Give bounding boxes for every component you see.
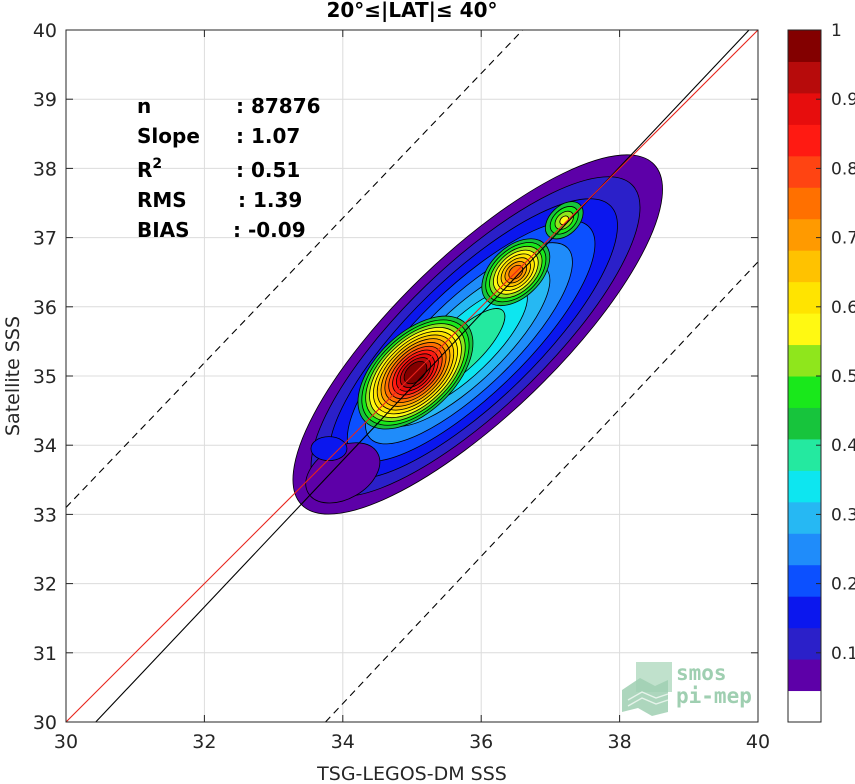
colorbar-segment (788, 627, 821, 660)
stat-value: : 1.39 (238, 188, 302, 212)
colorbar-segment (788, 690, 821, 723)
y-tick-label: 32 (33, 574, 57, 596)
colorbar-segment (788, 124, 821, 157)
smos-pi-mep-logo: smos pi-mep (622, 661, 752, 716)
colorbar-segment (788, 564, 821, 597)
x-tick-label: 36 (469, 731, 493, 753)
colorbar-tick-label: 0.7 (831, 229, 855, 249)
colorbar-segment (788, 596, 821, 629)
x-axis-label: TSG-LEGOS-DM SSS (316, 763, 507, 784)
reference-line-regression (66, 30, 758, 722)
colorbar-segment (788, 155, 821, 188)
colorbar-segment (788, 30, 821, 62)
y-tick-label: 34 (33, 435, 57, 457)
colorbar-segment (788, 659, 821, 692)
colorbar-segment (788, 92, 821, 125)
colorbar-segment (788, 218, 821, 251)
colorbar-segment (788, 344, 821, 377)
y-axis-label: Satellite SSS (2, 316, 24, 436)
colorbar-segment (788, 313, 821, 346)
colorbar-segment (788, 470, 821, 503)
reference-line-lower (325, 261, 758, 722)
reference-line-upper (66, 30, 524, 508)
stat-label: Slope (137, 124, 200, 148)
x-tick-label: 34 (331, 731, 355, 753)
colorbar-segment (788, 533, 821, 566)
chart-title: 20°≤|LAT|≤ 40° (326, 0, 497, 22)
colorbar-segment (788, 438, 821, 471)
y-tick-label: 33 (33, 504, 57, 526)
logo-line1: smos (676, 661, 727, 685)
y-tick-label: 35 (33, 366, 57, 388)
stat-label: RMS (137, 188, 187, 212)
y-tick-label: 30 (33, 712, 57, 734)
y-tick-label: 38 (33, 158, 57, 180)
colorbar-tick-label: 0.9 (831, 90, 855, 110)
stat-value: : 0.51 (236, 158, 300, 182)
stat-superscript: 2 (152, 156, 162, 172)
x-tick-label: 38 (608, 731, 632, 753)
reference-line-identity (95, 30, 750, 722)
stat-label: BIAS (137, 218, 190, 242)
y-tick-label: 40 (33, 20, 57, 42)
colorbar-segment (788, 407, 821, 440)
colorbar-tick-label: 0.3 (831, 505, 855, 525)
x-axis: 30 32 34 36 38 40 (54, 30, 770, 753)
colorbar-segment (788, 376, 821, 408)
x-tick-label: 32 (192, 731, 216, 753)
colorbar-tick-label: 0.6 (831, 298, 855, 318)
colorbar-tick-label: 0.1 (831, 644, 855, 664)
colorbar-tick-label: 0.4 (831, 436, 855, 456)
stat-label: n (137, 94, 151, 118)
stat-value: : -0.09 (233, 218, 306, 242)
y-tick-label: 37 (33, 228, 57, 250)
colorbar-tick-label: 1 (831, 21, 842, 41)
colorbar: 0.1 0.2 0.3 0.4 0.5 0.6 0.7 0.8 0.9 1 (787, 21, 855, 723)
colorbar-tick-label: 0.2 (831, 575, 855, 595)
colorbar-segment (788, 61, 821, 94)
colorbar-segment (788, 187, 821, 220)
y-tick-label: 39 (33, 89, 57, 111)
reference-lines (66, 30, 758, 722)
y-axis: 30 31 32 33 34 35 36 37 38 39 40 (33, 20, 758, 734)
colorbar-segment (788, 281, 821, 314)
logo-mark-icon (622, 662, 672, 716)
stat-value: : 1.07 (236, 124, 300, 148)
colorbar-tick-label: 0.5 (831, 367, 855, 387)
colorbar-segment (788, 501, 821, 534)
colorbar-segment (788, 250, 821, 283)
y-tick-label: 31 (33, 643, 57, 665)
x-tick-label: 30 (54, 731, 78, 753)
density-tail-inner (310, 436, 348, 462)
x-tick-label: 40 (746, 731, 770, 753)
y-tick-label: 36 (33, 297, 57, 319)
logo-line2: pi-mep (676, 684, 752, 708)
colorbar-tick-label: 0.8 (831, 159, 855, 179)
stat-value: : 87876 (236, 94, 321, 118)
